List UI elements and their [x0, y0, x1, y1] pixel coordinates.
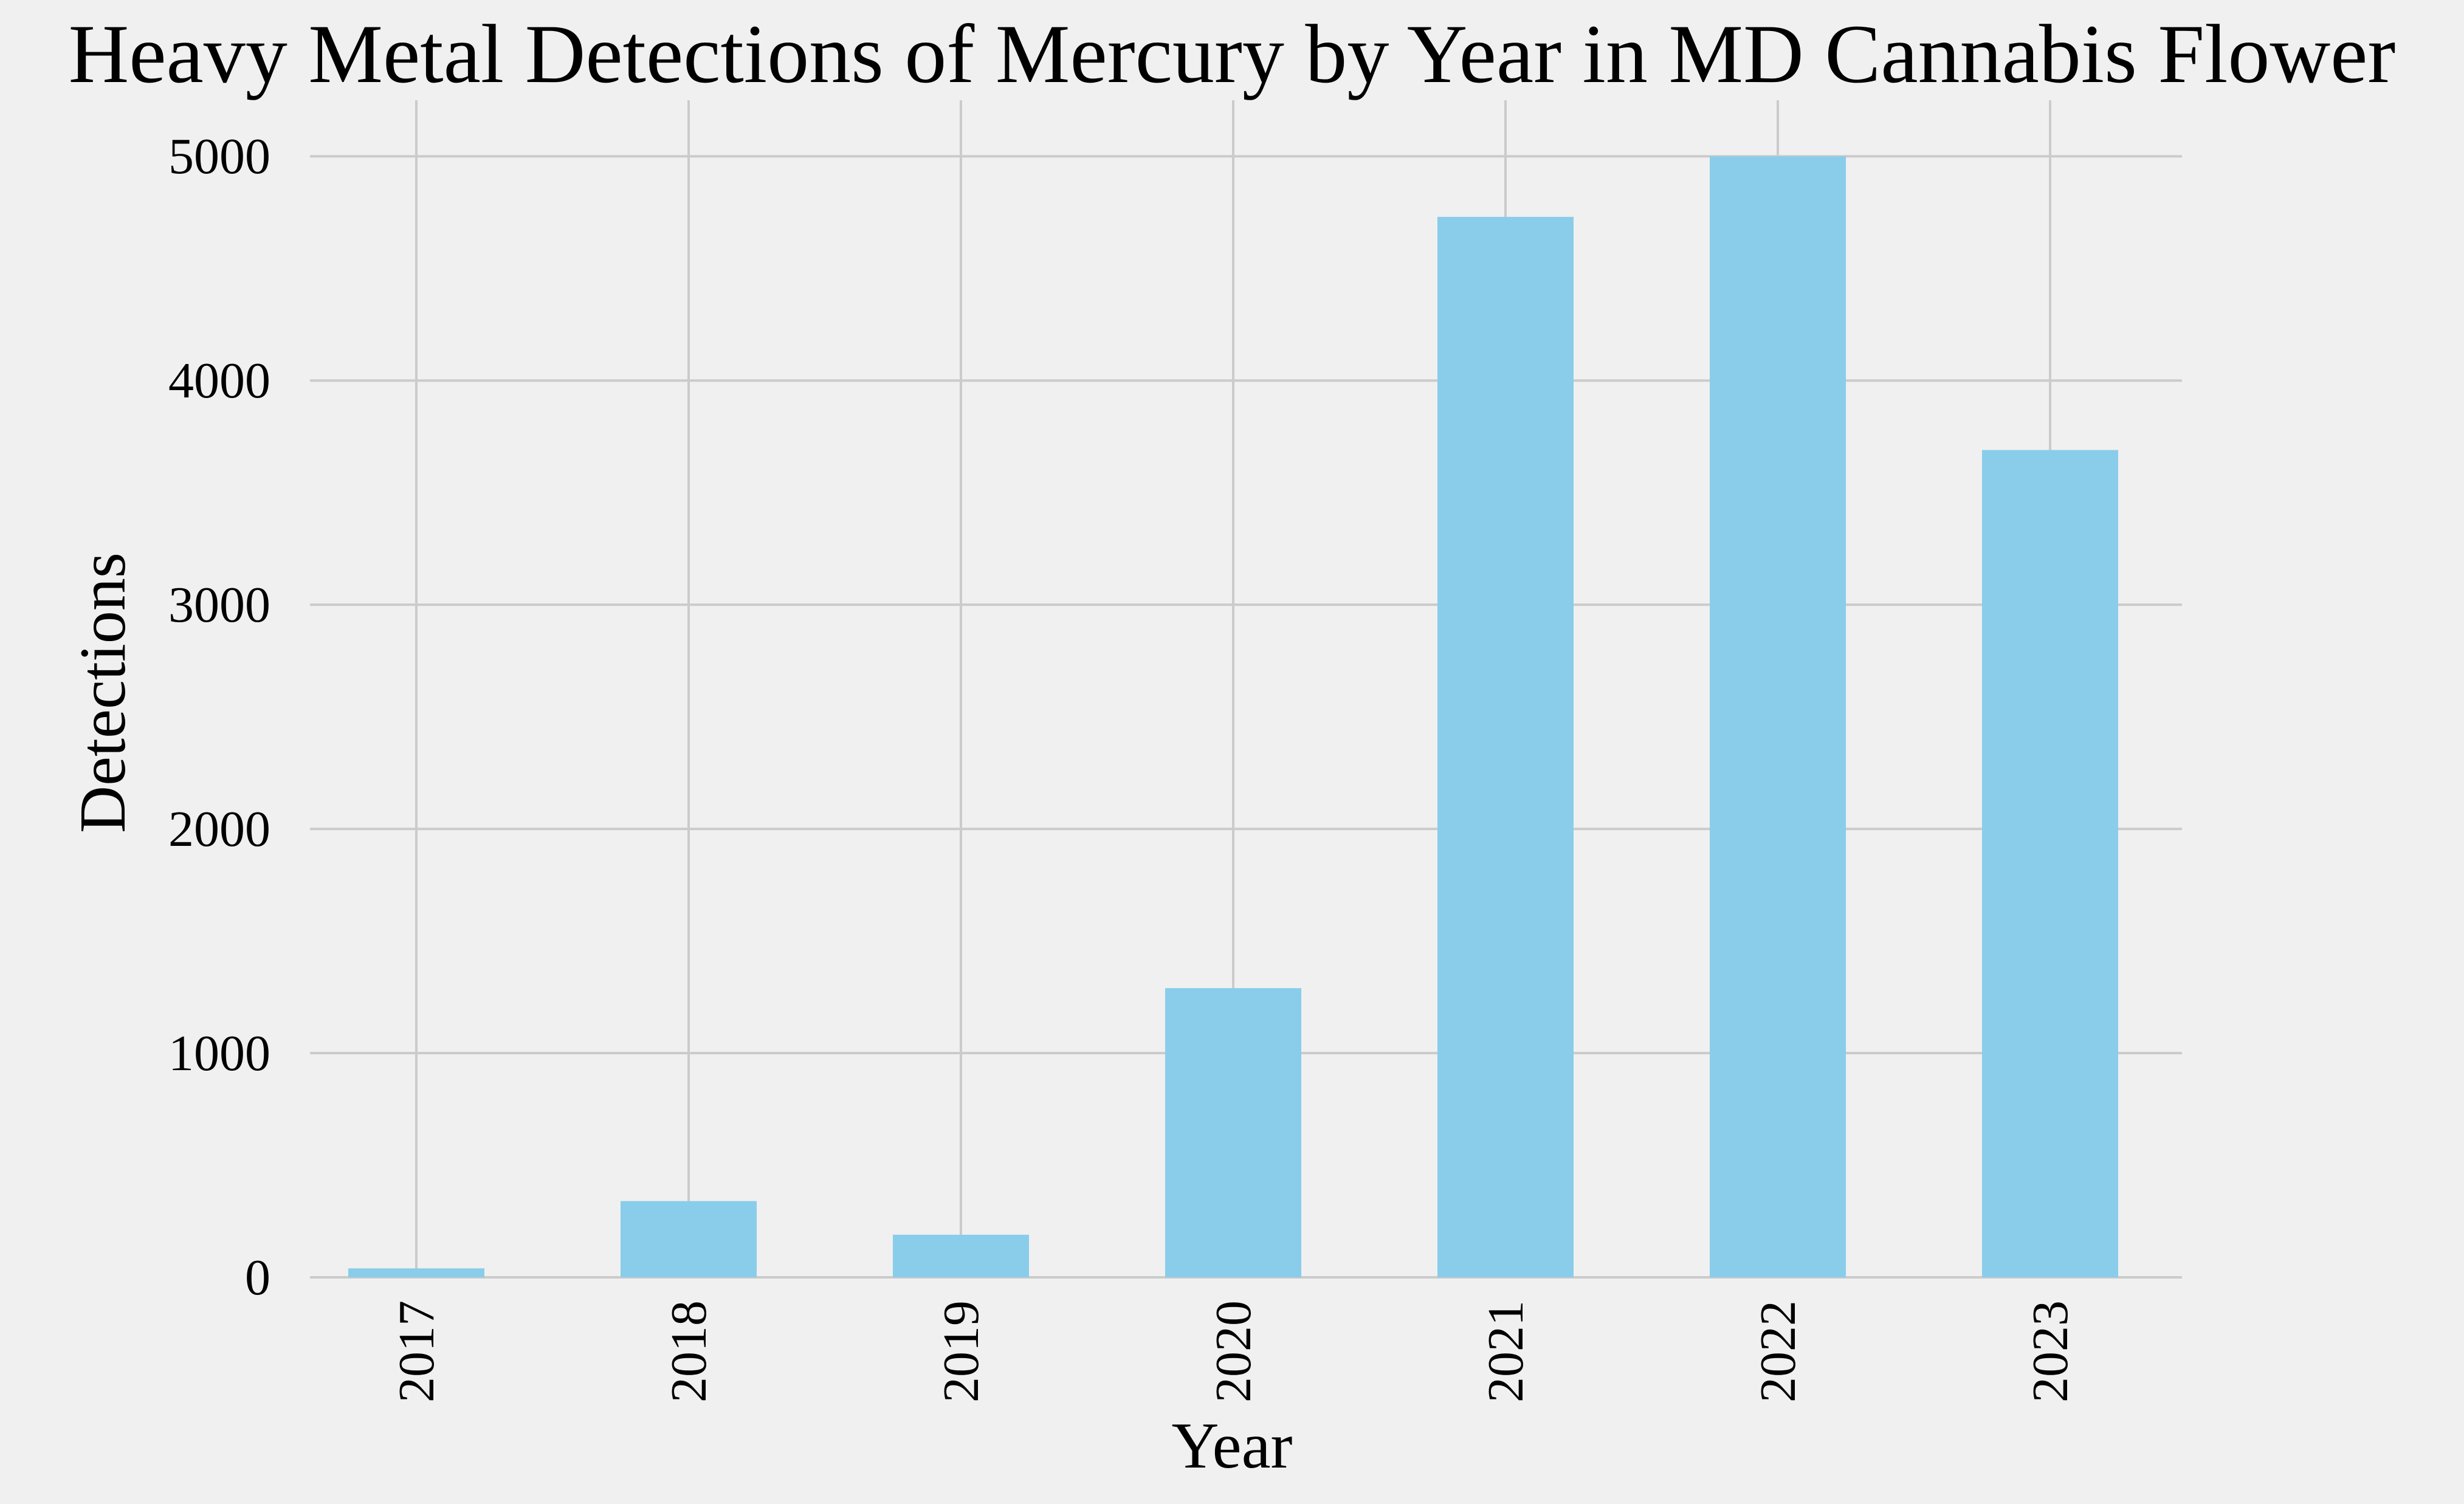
x-tick-label: 2019 [933, 1300, 989, 1403]
y-tick-label: 2000 [168, 801, 270, 857]
x-tick-label: 2018 [661, 1300, 717, 1403]
x-tick-labels: 2017 2018 2019 2020 2021 2022 2023 [388, 1300, 2079, 1403]
y-tick-label: 1000 [168, 1025, 270, 1082]
bars [348, 156, 2118, 1278]
bar-2021 [1437, 216, 1574, 1277]
bar-2017 [348, 1268, 484, 1277]
x-tick-label: 2022 [1750, 1300, 1806, 1403]
bar-2019 [893, 1234, 1029, 1277]
x-axis-label: Year [1171, 1410, 1292, 1482]
chart-title: Heavy Metal Detections of Mercury by Yea… [69, 7, 2396, 100]
y-tick-label: 0 [245, 1249, 270, 1306]
y-axis-label: Detections [67, 552, 139, 833]
bar-2020 [1165, 988, 1301, 1277]
y-tick-labels: 0 1000 2000 3000 4000 5000 [168, 128, 270, 1306]
bar-2018 [621, 1201, 757, 1277]
x-tick-label: 2020 [1205, 1300, 1262, 1403]
x-tick-label: 2023 [2022, 1300, 2079, 1403]
y-tick-label: 3000 [168, 577, 270, 633]
x-tick-label: 2021 [1478, 1300, 1534, 1403]
bar-2023 [1982, 450, 2118, 1278]
y-tick-label: 4000 [168, 352, 270, 409]
x-tick-label: 2017 [388, 1300, 445, 1403]
y-tick-label: 5000 [168, 128, 270, 185]
bar-2022 [1710, 156, 1846, 1278]
